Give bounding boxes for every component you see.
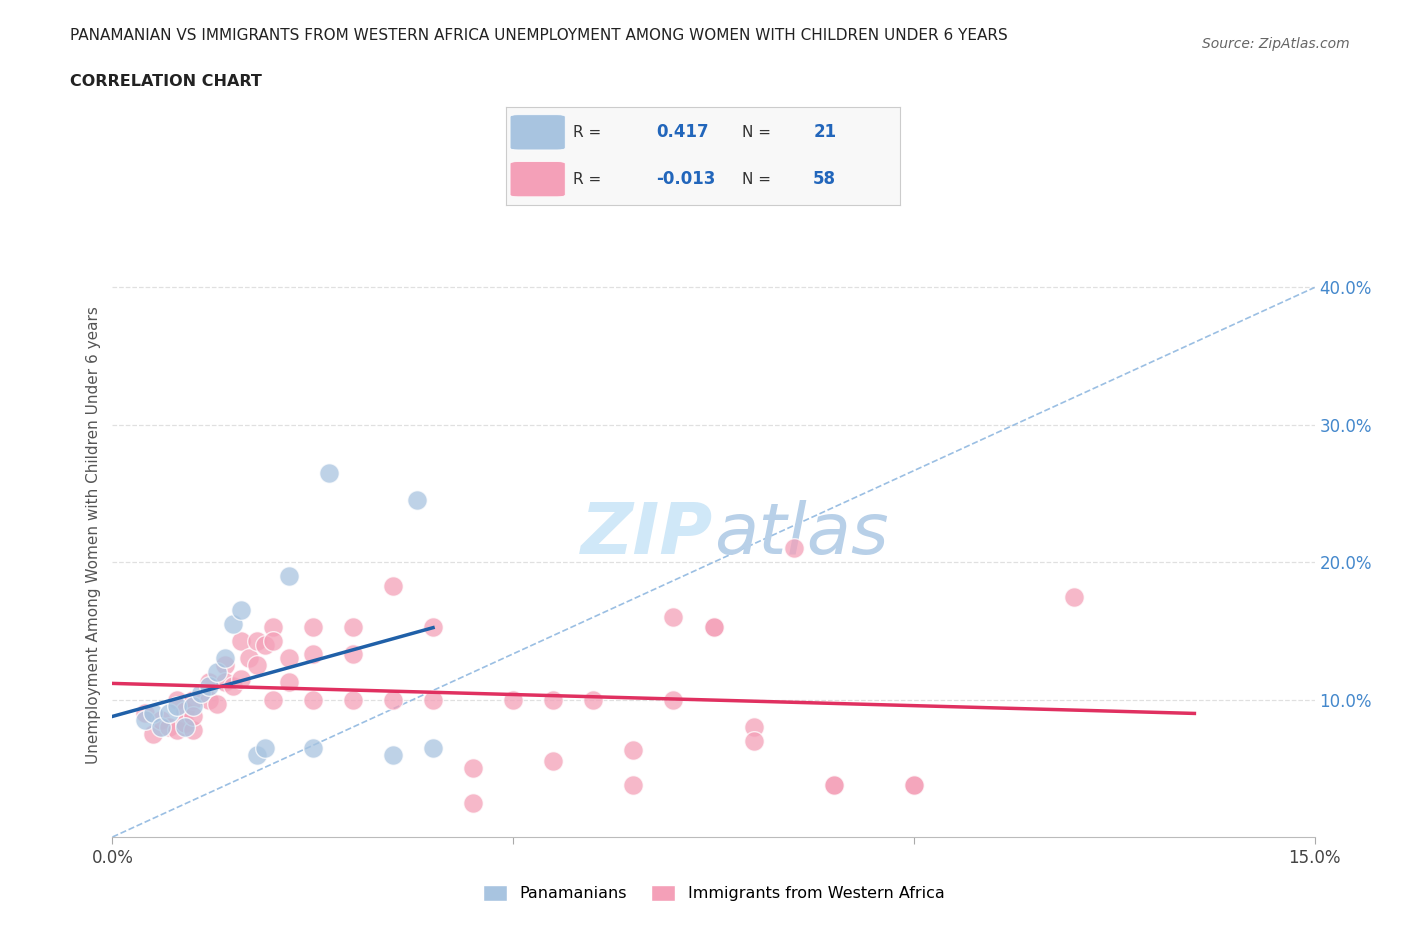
Point bbox=[823, 777, 845, 792]
Point bbox=[702, 619, 725, 634]
Point bbox=[302, 647, 325, 662]
Point bbox=[662, 692, 685, 707]
Point bbox=[173, 715, 195, 730]
Point bbox=[246, 633, 269, 648]
Point bbox=[406, 493, 429, 508]
Point bbox=[181, 723, 204, 737]
Point bbox=[903, 777, 925, 792]
Text: PANAMANIAN VS IMMIGRANTS FROM WESTERN AFRICA UNEMPLOYMENT AMONG WOMEN WITH CHILD: PANAMANIAN VS IMMIGRANTS FROM WESTERN AF… bbox=[70, 28, 1008, 43]
Point bbox=[214, 674, 236, 689]
Point bbox=[253, 637, 276, 652]
Point bbox=[166, 723, 188, 737]
Text: N =: N = bbox=[742, 125, 772, 140]
Point bbox=[253, 740, 276, 755]
FancyBboxPatch shape bbox=[510, 162, 565, 197]
Point bbox=[903, 777, 925, 792]
Point bbox=[277, 568, 299, 583]
Text: 21: 21 bbox=[813, 124, 837, 141]
Text: ZIP: ZIP bbox=[581, 500, 713, 569]
Point bbox=[382, 692, 405, 707]
Point bbox=[262, 692, 284, 707]
Point bbox=[277, 651, 299, 666]
Point bbox=[742, 734, 765, 749]
Point bbox=[173, 703, 195, 718]
Point bbox=[461, 795, 484, 810]
Point bbox=[382, 747, 405, 762]
Point bbox=[246, 747, 269, 762]
Point bbox=[382, 578, 405, 593]
Point bbox=[134, 712, 156, 727]
Point bbox=[543, 754, 565, 769]
Point bbox=[181, 699, 204, 714]
Point bbox=[621, 743, 644, 758]
Point bbox=[205, 665, 228, 680]
Point bbox=[262, 619, 284, 634]
Point bbox=[262, 633, 284, 648]
Text: 58: 58 bbox=[813, 170, 837, 188]
Point bbox=[141, 706, 163, 721]
Point bbox=[197, 679, 219, 694]
Point bbox=[782, 541, 804, 556]
Y-axis label: Unemployment Among Women with Children Under 6 years: Unemployment Among Women with Children U… bbox=[86, 306, 101, 764]
Text: atlas: atlas bbox=[713, 500, 889, 569]
Point bbox=[181, 709, 204, 724]
Point bbox=[149, 720, 172, 735]
Point bbox=[318, 466, 340, 481]
Text: Source: ZipAtlas.com: Source: ZipAtlas.com bbox=[1202, 37, 1350, 51]
Point bbox=[302, 619, 325, 634]
Text: R =: R = bbox=[574, 172, 602, 187]
Point bbox=[157, 720, 180, 735]
Point bbox=[222, 679, 245, 694]
Point bbox=[582, 692, 605, 707]
Point bbox=[342, 619, 364, 634]
Text: -0.013: -0.013 bbox=[655, 170, 716, 188]
Legend: Panamanians, Immigrants from Western Africa: Panamanians, Immigrants from Western Afr… bbox=[477, 878, 950, 908]
Point bbox=[205, 697, 228, 711]
Point bbox=[190, 685, 212, 700]
Point bbox=[1063, 589, 1085, 604]
Point bbox=[702, 619, 725, 634]
Point bbox=[157, 706, 180, 721]
Point bbox=[197, 674, 219, 689]
Point bbox=[277, 674, 299, 689]
Point bbox=[461, 761, 484, 776]
Point bbox=[302, 692, 325, 707]
Point bbox=[229, 603, 252, 618]
Point bbox=[173, 720, 195, 735]
Text: R =: R = bbox=[574, 125, 602, 140]
Point bbox=[422, 692, 444, 707]
Point bbox=[214, 658, 236, 672]
Point bbox=[302, 740, 325, 755]
Point bbox=[149, 712, 172, 727]
Point bbox=[141, 726, 163, 741]
Point bbox=[166, 692, 188, 707]
Point bbox=[134, 706, 156, 721]
Text: CORRELATION CHART: CORRELATION CHART bbox=[70, 74, 262, 89]
Point bbox=[229, 671, 252, 686]
Point bbox=[197, 692, 219, 707]
Point bbox=[742, 720, 765, 735]
Point bbox=[543, 692, 565, 707]
Point bbox=[342, 647, 364, 662]
Point bbox=[214, 651, 236, 666]
Point bbox=[823, 777, 845, 792]
Point bbox=[166, 699, 188, 714]
Point bbox=[238, 651, 260, 666]
Point bbox=[222, 617, 245, 631]
Text: 0.417: 0.417 bbox=[655, 124, 709, 141]
Point bbox=[422, 740, 444, 755]
FancyBboxPatch shape bbox=[510, 114, 565, 150]
Point bbox=[246, 658, 269, 672]
Point bbox=[662, 610, 685, 625]
Point bbox=[229, 633, 252, 648]
Point bbox=[502, 692, 524, 707]
Point bbox=[422, 619, 444, 634]
Point bbox=[342, 692, 364, 707]
Point bbox=[621, 777, 644, 792]
Text: N =: N = bbox=[742, 172, 772, 187]
Point bbox=[181, 692, 204, 707]
